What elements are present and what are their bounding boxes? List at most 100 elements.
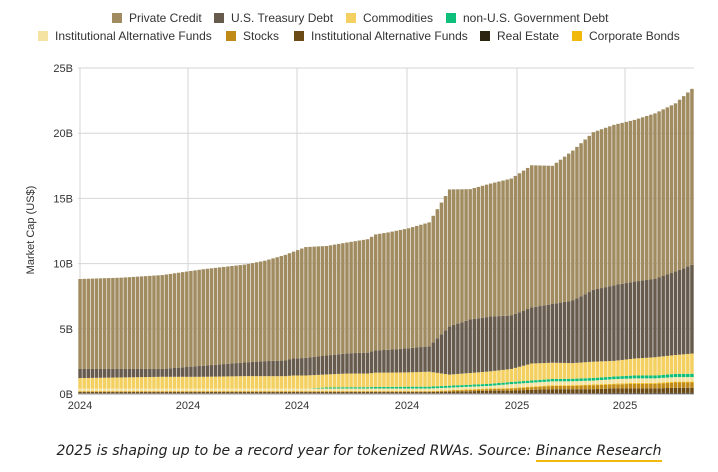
stacked-bar bbox=[530, 165, 534, 394]
bar-segment bbox=[530, 389, 534, 394]
bar-segment bbox=[160, 388, 164, 392]
stacked-bar bbox=[357, 240, 362, 394]
bar-segment bbox=[530, 363, 534, 381]
bar-segment bbox=[603, 377, 608, 380]
legend-label: Corporate Bonds bbox=[589, 29, 680, 43]
bar-segment bbox=[493, 316, 497, 371]
bar-segment bbox=[517, 381, 522, 384]
bar-segment bbox=[316, 388, 320, 392]
stacked-bar bbox=[312, 246, 316, 394]
bar-segment bbox=[456, 189, 460, 324]
bar-segment bbox=[148, 392, 152, 394]
bar-segment bbox=[271, 388, 275, 392]
stacked-bar bbox=[250, 263, 255, 394]
stacked-bar bbox=[365, 239, 370, 394]
bar-segment bbox=[90, 392, 95, 394]
bar-segment bbox=[172, 376, 177, 389]
bar-segment bbox=[447, 390, 452, 392]
bar-segment bbox=[337, 392, 341, 394]
bar-segment bbox=[415, 391, 419, 393]
bar-segment bbox=[542, 363, 546, 380]
bar-segment bbox=[542, 381, 546, 386]
bar-segment bbox=[640, 392, 645, 394]
bar-segment bbox=[345, 353, 349, 374]
bar-segment bbox=[419, 371, 423, 387]
stacked-bar bbox=[525, 167, 530, 394]
bar-segment bbox=[156, 391, 160, 393]
bar-segment bbox=[464, 373, 468, 385]
stacked-bar bbox=[608, 126, 612, 394]
stacked-bar bbox=[287, 253, 292, 394]
bar-segment bbox=[168, 388, 173, 392]
bar-segment bbox=[238, 391, 242, 393]
bar-segment bbox=[546, 385, 550, 387]
bar-segment bbox=[361, 391, 366, 393]
bar-segment bbox=[148, 376, 152, 389]
caption-text: 2025 is shaping up to be a record year f… bbox=[56, 443, 536, 459]
bar-segment bbox=[538, 306, 542, 364]
bar-segment bbox=[111, 388, 115, 392]
bar-segment bbox=[160, 376, 164, 389]
bar-segment bbox=[690, 377, 694, 382]
bar-segment bbox=[554, 303, 559, 363]
bar-segment bbox=[690, 381, 694, 383]
bar-segment bbox=[82, 278, 86, 369]
bar-segment bbox=[603, 388, 608, 394]
bar-segment bbox=[653, 382, 657, 384]
bar-segment bbox=[665, 388, 670, 393]
bar-segment bbox=[583, 380, 587, 385]
bar-segment bbox=[193, 270, 197, 367]
bar-segment bbox=[86, 377, 91, 389]
bar-segment bbox=[267, 392, 271, 394]
bar-segment bbox=[435, 372, 440, 387]
bar-segment bbox=[632, 375, 637, 379]
bar-segment bbox=[263, 260, 267, 362]
bar-segment bbox=[312, 356, 316, 376]
bar-segment bbox=[176, 392, 181, 394]
y-tick-label: 10B bbox=[53, 259, 73, 271]
bar-segment bbox=[558, 159, 563, 303]
stacked-bar bbox=[468, 189, 472, 394]
source-link[interactable]: Binance Research bbox=[535, 443, 662, 462]
bar-segment bbox=[476, 389, 481, 391]
stacked-bar bbox=[283, 254, 288, 394]
bar-segment bbox=[78, 278, 82, 369]
bar-segment bbox=[90, 278, 95, 369]
bar-segment bbox=[439, 391, 444, 394]
bar-segment bbox=[119, 391, 123, 393]
bar-segment bbox=[579, 380, 583, 385]
bar-segment bbox=[669, 105, 674, 274]
bar-segment bbox=[312, 246, 316, 357]
bar-segment bbox=[608, 376, 612, 380]
bar-segment bbox=[168, 392, 173, 394]
bar-segment bbox=[373, 372, 378, 387]
bar-segment bbox=[361, 388, 366, 392]
stacked-bar bbox=[246, 263, 251, 394]
bar-segment bbox=[599, 129, 604, 289]
bar-segment bbox=[279, 376, 284, 389]
bar-segment bbox=[205, 392, 210, 394]
bar-segment bbox=[653, 388, 657, 393]
bar-segment bbox=[398, 348, 403, 373]
bar-segment bbox=[501, 390, 505, 394]
bar-segment bbox=[571, 385, 575, 390]
bar-segment bbox=[612, 383, 616, 385]
bar-segment bbox=[521, 381, 526, 384]
bar-segment bbox=[665, 107, 670, 275]
bar-segment bbox=[86, 278, 91, 369]
bar-segment bbox=[649, 382, 653, 384]
bar-segment bbox=[575, 385, 579, 386]
bar-segment bbox=[431, 391, 435, 392]
bar-segment bbox=[661, 109, 665, 277]
bar-segment bbox=[180, 376, 185, 389]
bar-segment bbox=[681, 354, 686, 374]
bar-segment bbox=[230, 266, 234, 364]
bar-segment bbox=[435, 338, 440, 373]
bar-segment bbox=[230, 376, 234, 389]
bar-segment bbox=[250, 376, 255, 389]
bar-segment bbox=[636, 382, 641, 384]
bar-segment bbox=[222, 392, 226, 394]
bar-segment bbox=[180, 392, 185, 394]
bar-segment bbox=[246, 392, 251, 394]
bar-segment bbox=[357, 373, 362, 388]
